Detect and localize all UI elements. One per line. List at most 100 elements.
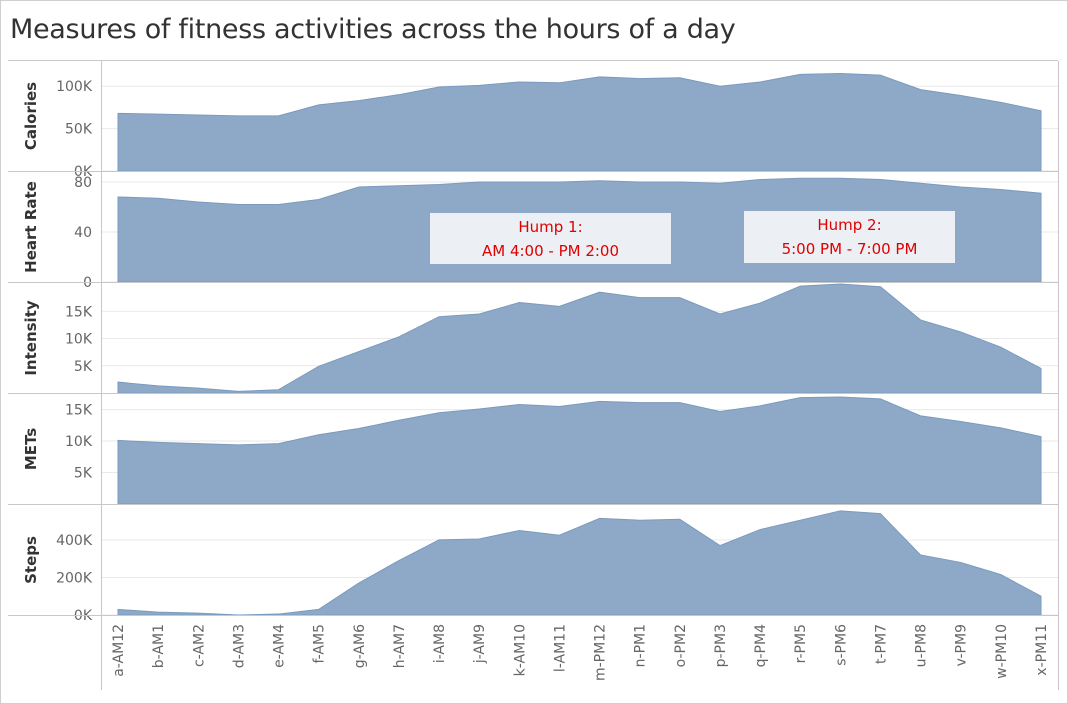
intensity-point bbox=[438, 315, 441, 318]
steps-point bbox=[799, 519, 802, 522]
chart-title: Measures of fitness activities across th… bbox=[10, 14, 736, 45]
calories-area bbox=[117, 72, 1042, 172]
mets-point bbox=[638, 401, 641, 404]
calories-point bbox=[678, 76, 681, 79]
calories-point bbox=[197, 114, 200, 117]
mets-point bbox=[357, 427, 360, 430]
heart-rate-point bbox=[157, 197, 160, 200]
x-tick-label: q-PM4 bbox=[753, 624, 769, 667]
x-tick-label: h-AM7 bbox=[392, 624, 408, 668]
heart-rate-point bbox=[117, 196, 120, 199]
x-tick-label: e-AM4 bbox=[272, 624, 288, 668]
heart-rate-point bbox=[357, 186, 360, 189]
mets-tick-label: 10K bbox=[65, 434, 93, 450]
heart-rate-point bbox=[237, 203, 240, 206]
intensity-area bbox=[117, 283, 1042, 394]
steps-tick-label: 200K bbox=[56, 570, 93, 586]
x-tick-label: i-AM8 bbox=[432, 624, 448, 663]
heart-rate-point bbox=[438, 183, 441, 186]
intensity-point bbox=[478, 312, 481, 315]
steps-point bbox=[157, 611, 160, 614]
heart-rate-point bbox=[558, 181, 561, 184]
x-tick-label: g-AM6 bbox=[352, 624, 368, 668]
heart-rate-point bbox=[518, 181, 521, 184]
intensity-point bbox=[678, 296, 681, 299]
mets-tick-label: 5K bbox=[74, 466, 93, 482]
steps-point bbox=[117, 608, 120, 611]
calories-point bbox=[759, 80, 762, 83]
annotation-text: AM 4:00 - PM 2:00 bbox=[482, 242, 619, 260]
steps-point bbox=[317, 608, 320, 611]
calories-point bbox=[1039, 109, 1042, 112]
x-tick-label: n-PM1 bbox=[633, 624, 649, 667]
intensity-point bbox=[1039, 367, 1042, 370]
heart-rate-point bbox=[397, 184, 400, 187]
intensity-point bbox=[277, 388, 280, 391]
x-tick-label: m-PM12 bbox=[593, 624, 609, 681]
intensity-tick-label: 15K bbox=[65, 304, 93, 320]
x-tick-label: b-AM1 bbox=[151, 624, 167, 668]
mets-point bbox=[558, 405, 561, 408]
mets-point bbox=[237, 443, 240, 446]
intensity-point bbox=[157, 384, 160, 387]
calories-point bbox=[117, 112, 120, 115]
x-tick-label: w-PM10 bbox=[994, 624, 1010, 679]
heart-rate-point bbox=[678, 181, 681, 184]
x-tick-label: c-AM2 bbox=[191, 624, 207, 667]
x-tick-label: r-PM5 bbox=[793, 624, 809, 663]
annotation-text: Hump 2: bbox=[817, 216, 881, 234]
annotation-box bbox=[430, 213, 671, 264]
steps-point bbox=[999, 573, 1002, 576]
mets-point bbox=[598, 400, 601, 403]
heart-rate-point bbox=[277, 203, 280, 206]
x-tick-label: x-PM11 bbox=[1034, 624, 1050, 676]
steps-point bbox=[197, 612, 200, 615]
calories-point bbox=[959, 94, 962, 97]
x-tick-label: l-AM11 bbox=[552, 624, 568, 672]
intensity-point bbox=[357, 350, 360, 353]
intensity-point bbox=[117, 381, 120, 384]
heart-rate-point bbox=[799, 177, 802, 180]
intensity-point bbox=[317, 365, 320, 368]
mets-point bbox=[317, 433, 320, 436]
calories-tick-label: 100K bbox=[56, 79, 93, 95]
calories-axis-label: Calories bbox=[22, 82, 40, 150]
steps-tick-label: 400K bbox=[56, 533, 93, 549]
calories-point bbox=[518, 80, 521, 83]
mets-point bbox=[799, 396, 802, 399]
mets-point bbox=[197, 442, 200, 445]
heart-rate-point bbox=[718, 182, 721, 185]
mets-tick-label: 15K bbox=[65, 403, 93, 419]
mets-point bbox=[879, 397, 882, 400]
intensity-point bbox=[518, 301, 521, 304]
heart-rate-point bbox=[317, 198, 320, 201]
x-tick-label: a-AM12 bbox=[111, 624, 127, 677]
annotation-text: 5:00 PM - 7:00 PM bbox=[782, 240, 918, 258]
calories-point bbox=[558, 81, 561, 84]
heart-rate-point bbox=[197, 201, 200, 204]
intensity-tick-label: 10K bbox=[65, 332, 93, 348]
mets-axis-label: METs bbox=[22, 428, 40, 470]
mets-point bbox=[959, 420, 962, 423]
x-tick-label: t-PM7 bbox=[873, 624, 889, 664]
annotation-text: Hump 1: bbox=[518, 218, 582, 236]
steps-point bbox=[1039, 595, 1042, 598]
intensity-point bbox=[397, 335, 400, 338]
steps-point bbox=[718, 544, 721, 547]
heart-rate-tick-label: 80 bbox=[74, 175, 92, 191]
steps-point bbox=[879, 512, 882, 515]
x-tick-label: o-PM2 bbox=[673, 624, 689, 667]
heart-rate-point bbox=[999, 188, 1002, 191]
mets-point bbox=[839, 396, 842, 399]
intensity-point bbox=[197, 387, 200, 390]
intensity-point bbox=[718, 312, 721, 315]
mets-area bbox=[117, 396, 1042, 505]
steps-point bbox=[598, 517, 601, 520]
mets-point bbox=[277, 442, 280, 445]
mets-point bbox=[1039, 435, 1042, 438]
x-tick-label: p-PM3 bbox=[713, 624, 729, 667]
mets-point bbox=[919, 414, 922, 417]
calories-point bbox=[157, 113, 160, 116]
heart-rate-point bbox=[759, 178, 762, 181]
